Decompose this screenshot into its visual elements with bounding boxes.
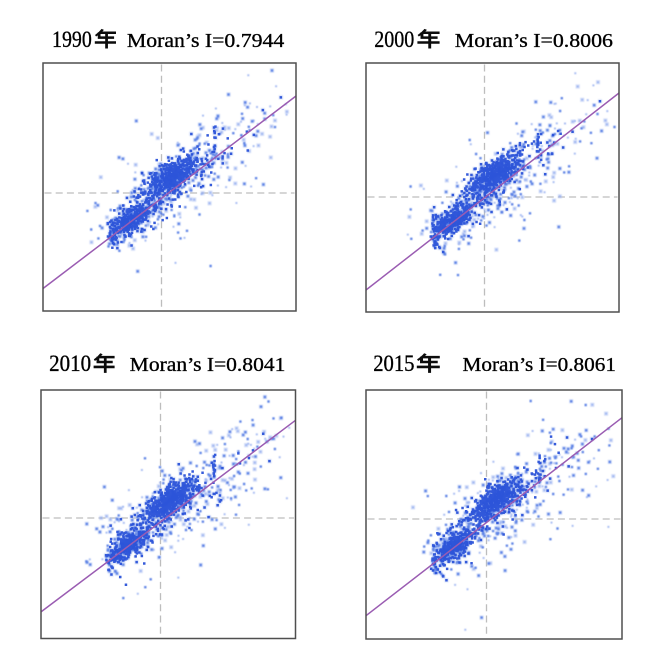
svg-text:Moran’s I=0.8041: Moran’s I=0.8041 <box>130 355 286 376</box>
svg-text:2010: 2010 <box>49 351 91 377</box>
svg-text:Moran’s I=0.7944: Moran’s I=0.7944 <box>127 31 285 52</box>
svg-text:2000: 2000 <box>374 27 414 53</box>
svg-text:Moran’s I=0.8006: Moran’s I=0.8006 <box>455 31 613 52</box>
svg-text:1990: 1990 <box>52 27 92 53</box>
svg-text:Moran’s I=0.8061: Moran’s I=0.8061 <box>463 355 617 376</box>
svg-text:2015: 2015 <box>373 351 414 377</box>
